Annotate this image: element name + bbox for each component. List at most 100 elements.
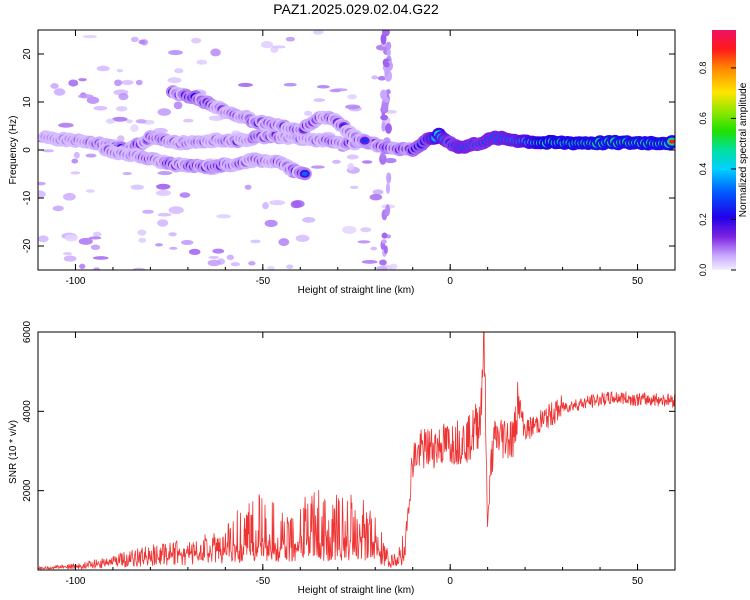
spectrogram-noise-blob bbox=[304, 110, 313, 116]
colorbar-tick-label: 0.2 bbox=[698, 213, 708, 226]
spectrogram-noise-blob bbox=[77, 94, 94, 99]
spectrogram-noise-blob bbox=[380, 33, 387, 45]
colorbar: 0.0 0.2 0.4 0.6 0.8 Normalized spectral ampl… bbox=[698, 30, 749, 276]
spectrogram-xtick-label: 50 bbox=[632, 276, 644, 287]
spectrogram-noise-blob bbox=[385, 182, 390, 194]
spectrogram-noise-blob bbox=[188, 248, 201, 256]
spectrogram-noise-blob bbox=[302, 216, 316, 223]
spectrogram-noise-blob bbox=[357, 240, 371, 244]
spectrogram-noise-blob bbox=[381, 232, 388, 239]
spectrogram-noise-blob bbox=[68, 79, 79, 87]
spectrogram-noise-blob bbox=[264, 219, 278, 228]
spectrogram-noise-blob bbox=[157, 212, 172, 217]
spectrogram-noise-blob bbox=[138, 237, 147, 243]
spectrogram-noise-blob bbox=[157, 219, 169, 227]
spectrogram-heat-layer bbox=[38, 30, 675, 270]
spectrogram-noise-blob bbox=[135, 119, 147, 124]
spectrogram-noise-blob bbox=[237, 82, 253, 88]
spectrogram-noise-blob bbox=[179, 192, 191, 198]
spectrogram-noise-blob bbox=[191, 37, 202, 44]
spectrogram-noise-blob bbox=[290, 200, 302, 209]
spectrogram-ridge-core bbox=[301, 171, 308, 176]
spectrogram-noise-blob bbox=[79, 263, 86, 270]
spectrogram-noise-blob bbox=[105, 118, 116, 124]
spectrogram-noise-blob bbox=[52, 205, 64, 212]
snr-ytick-label: 6000 bbox=[22, 320, 33, 343]
spectrogram-ytick-label: 10 bbox=[22, 96, 33, 108]
spectrogram-noise-blob bbox=[118, 93, 129, 101]
spectrogram-noise-blob bbox=[385, 204, 391, 217]
colorbar-label: Normalized spectral amplitude bbox=[738, 82, 749, 217]
spectrogram-noise-blob bbox=[216, 214, 231, 219]
spectrogram-noise-blob bbox=[38, 181, 46, 186]
spectrogram-noise-blob bbox=[86, 96, 100, 104]
spectrogram-noise-blob bbox=[260, 41, 274, 49]
spectrogram-noise-blob bbox=[62, 252, 73, 256]
spectrogram-ytick-label: -10 bbox=[22, 190, 33, 205]
snr-axes: -100 -50 0 50 2000 4000 6000 bbox=[22, 320, 676, 587]
spectrogram-ylabel: Frequency (Hz) bbox=[8, 116, 19, 185]
spectrogram-noise-blob bbox=[112, 116, 128, 122]
spectrogram-noise-blob bbox=[142, 209, 154, 214]
spectrogram-noise-blob bbox=[137, 229, 147, 236]
spectrogram-noise-blob bbox=[180, 239, 194, 245]
snr-series-line bbox=[38, 332, 675, 570]
spectrogram-noise-blob bbox=[130, 184, 144, 190]
spectrogram-noise-blob bbox=[381, 101, 389, 113]
spectrogram-noise-blob bbox=[361, 160, 373, 164]
spectrogram-noise-blob bbox=[212, 248, 225, 254]
spectrogram-noise-blob bbox=[380, 114, 389, 121]
snr-frame bbox=[37, 331, 676, 571]
spectrogram-noise-blob bbox=[130, 36, 139, 43]
spectrogram-noise-blob bbox=[385, 123, 392, 134]
spectrogram-xtick-label: 0 bbox=[447, 276, 453, 287]
snr-ytick-label: 2000 bbox=[22, 479, 33, 502]
spectrogram-noise-blob bbox=[210, 48, 221, 57]
spectrogram-noise-blob bbox=[169, 246, 178, 250]
spectrogram-noise-blob bbox=[50, 83, 59, 89]
spectrogram-noise-blob bbox=[196, 59, 208, 65]
spectrogram-noise-blob bbox=[135, 79, 143, 86]
snr-xtick-label: 50 bbox=[632, 576, 644, 587]
spectrogram-noise-blob bbox=[167, 77, 182, 84]
spectrogram-noise-blob bbox=[183, 118, 194, 123]
spectrogram-noise-blob bbox=[329, 89, 342, 93]
spectrogram-noise-blob bbox=[168, 50, 183, 56]
spectrogram-noise-blob bbox=[379, 89, 388, 100]
spectrogram-noise-blob bbox=[371, 75, 379, 80]
spectrogram-noise-blob bbox=[285, 36, 296, 42]
spectrogram-noise-blob bbox=[168, 206, 184, 214]
spectrogram-noise-blob bbox=[342, 225, 357, 234]
spectrogram-noise-blob bbox=[248, 261, 256, 266]
spectrogram-noise-blob bbox=[121, 79, 134, 86]
spectrogram-noise-blob bbox=[78, 237, 93, 245]
spectrogram-noise-blob bbox=[157, 171, 173, 176]
spectrogram-noise-blob bbox=[70, 171, 81, 175]
snr-xlabel: Height of straight line (km) bbox=[298, 585, 415, 596]
spectrogram-noise-blob bbox=[369, 193, 383, 201]
spectrogram-ridge-core bbox=[669, 139, 675, 144]
spectrogram-noise-blob bbox=[174, 68, 184, 74]
spectrogram-noise-blob bbox=[138, 39, 146, 45]
spectrogram-xlabel: Height of straight line (km) bbox=[298, 285, 415, 296]
spectrogram-noise-blob bbox=[93, 105, 108, 111]
spectrogram-noise-blob bbox=[377, 76, 387, 81]
spectrogram-noise-blob bbox=[90, 244, 101, 251]
spectrogram-noise-blob bbox=[38, 235, 49, 243]
spectrogram-noise-blob bbox=[244, 184, 252, 190]
spectrogram-noise-blob bbox=[173, 101, 183, 110]
spectrogram-noise-blob bbox=[262, 201, 269, 210]
spectrogram-noise-blob bbox=[71, 158, 79, 164]
spectrogram-noise-blob bbox=[82, 34, 97, 39]
spectrogram-noise-blob bbox=[155, 189, 172, 197]
spectrogram-ytick-label: -20 bbox=[22, 238, 33, 253]
spectrogram-noise-blob bbox=[332, 159, 341, 164]
spectrogram-noise-blob bbox=[347, 163, 355, 171]
spectrogram-noise-blob bbox=[85, 189, 96, 193]
spectrogram-noise-blob bbox=[96, 65, 110, 72]
spectrogram-noise-blob bbox=[116, 68, 123, 73]
spectrogram-noise-blob bbox=[63, 192, 76, 201]
